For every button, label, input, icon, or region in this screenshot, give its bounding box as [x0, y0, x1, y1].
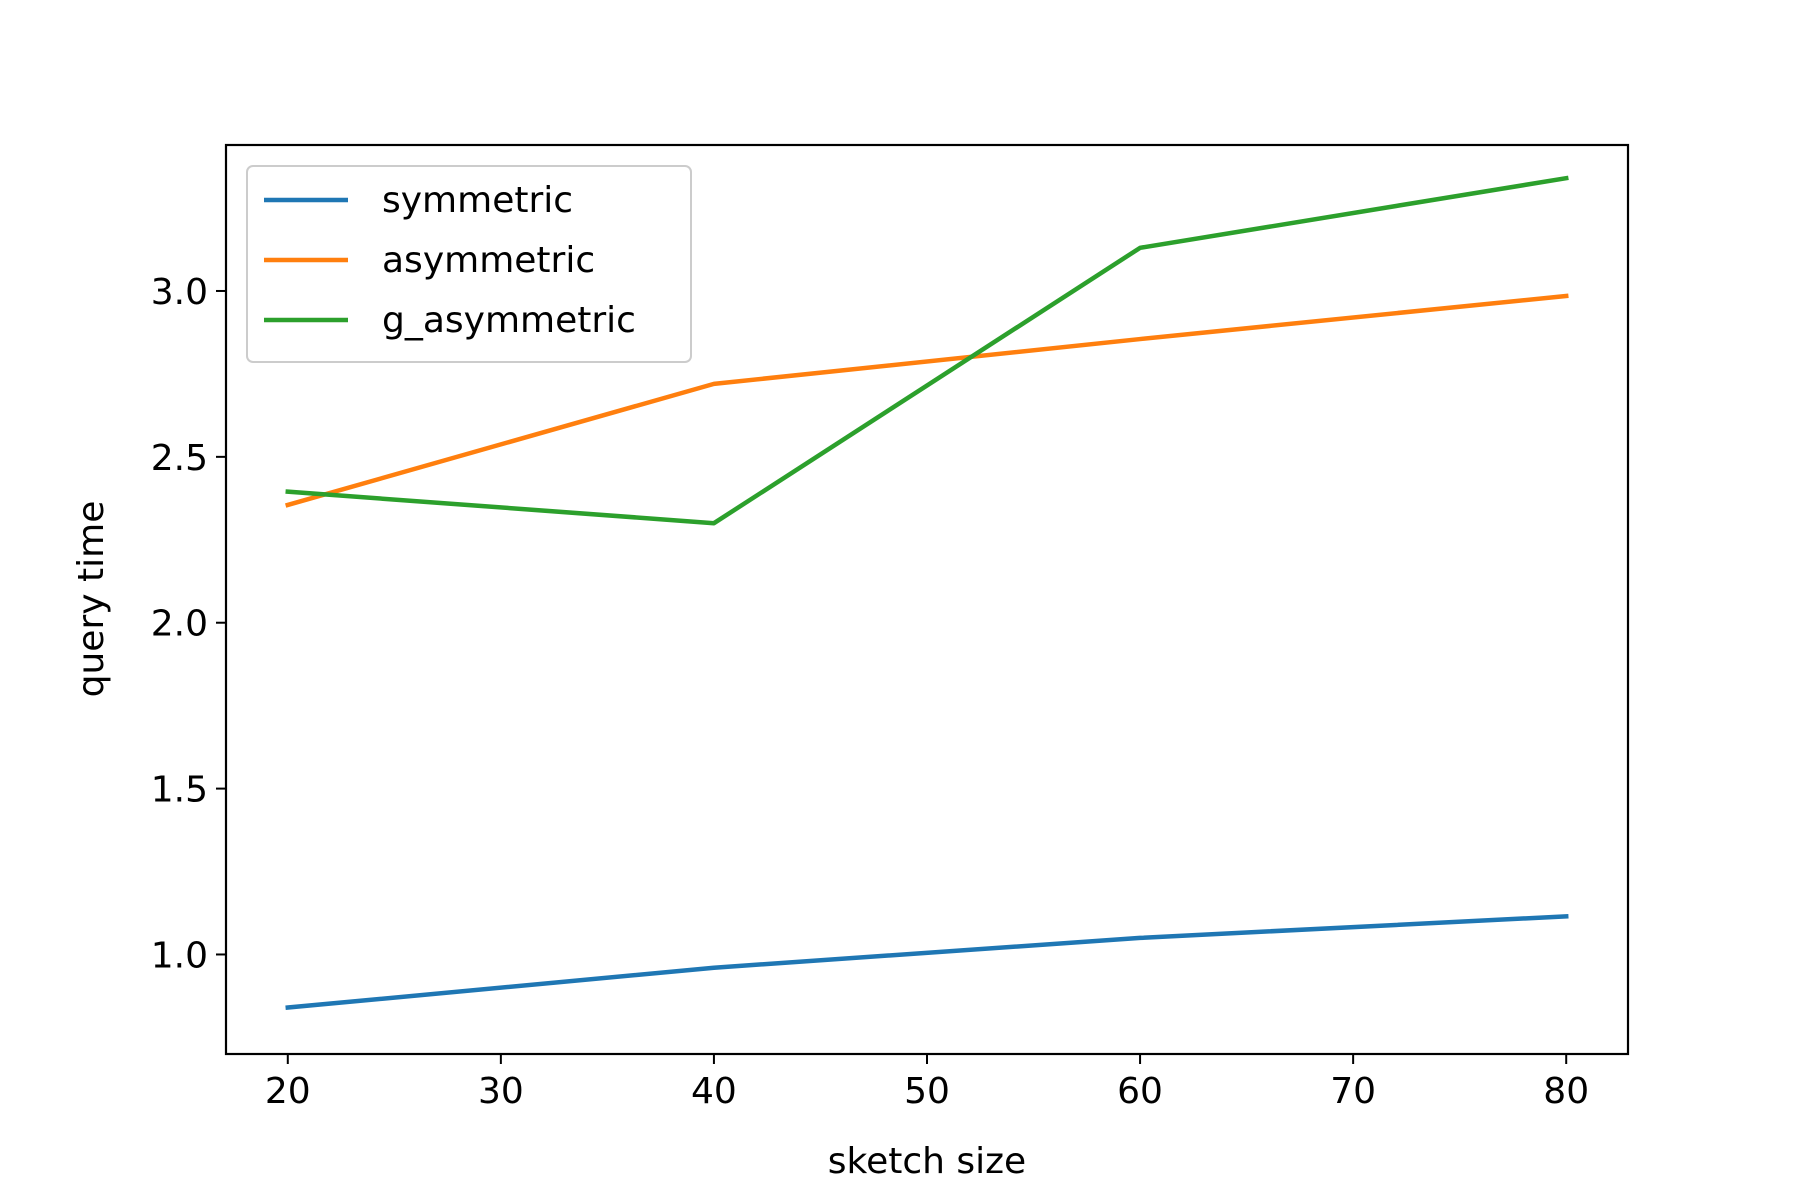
- legend-g-asymmetric-label: g_asymmetric: [382, 300, 636, 341]
- series-layer: [285, 175, 1569, 1010]
- x-tick-label: 50: [904, 1071, 950, 1112]
- x-axis-label: sketch size: [828, 1141, 1026, 1182]
- y-tick-label: 3.0: [151, 272, 208, 313]
- series-line-asymmetric: [285, 293, 1569, 508]
- x-tick-label: 20: [265, 1071, 311, 1112]
- legend-symmetric-label: symmetric: [382, 180, 573, 221]
- x-tick-label: 70: [1330, 1071, 1376, 1112]
- legend-box: [246, 165, 692, 363]
- y-tick-label: 2.0: [151, 604, 208, 645]
- legend-asymmetric-label: asymmetric: [382, 240, 595, 281]
- x-tick-label: 40: [691, 1071, 737, 1112]
- y-tick-label: 1.5: [151, 770, 208, 811]
- x-tick-label: 60: [1117, 1071, 1163, 1112]
- series-line-symmetric: [285, 913, 1569, 1010]
- legend: symmetric asymmetric g_asymmetric: [246, 165, 692, 363]
- x-tick-label: 80: [1543, 1071, 1589, 1112]
- y-axis-ticks: 1.0 1.5 2.0 2.5 3.0: [151, 272, 226, 976]
- plot-frame: [224, 143, 1630, 1056]
- x-axis-ticks: 20 30 40 50 60 70 80: [265, 1054, 1589, 1112]
- x-tick-label: 30: [478, 1071, 524, 1112]
- y-tick-label: 1.0: [151, 935, 208, 976]
- series-line-g-asymmetric: [285, 175, 1569, 526]
- y-axis-label: query time: [71, 501, 112, 698]
- y-tick-label: 2.5: [151, 438, 208, 479]
